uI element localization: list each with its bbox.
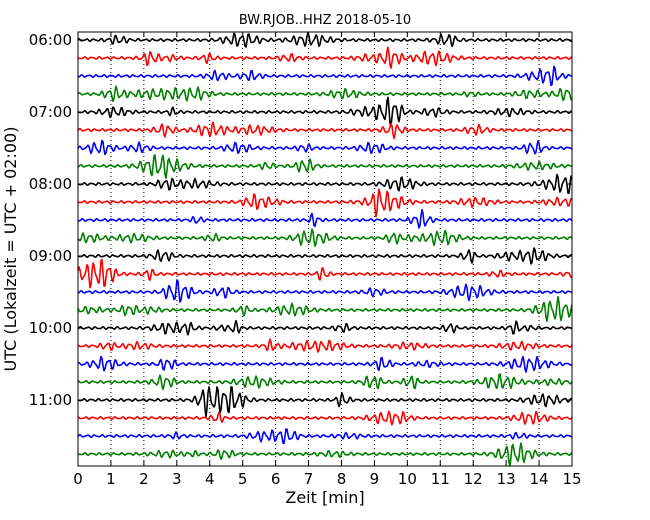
seismogram-trace (77, 442, 573, 467)
x-tick-label: 5 (238, 470, 248, 488)
x-tick-label: 3 (172, 470, 182, 488)
seismogram-trace (77, 85, 573, 103)
y-tick-label: 10:00 (29, 319, 72, 337)
x-tick-label: 14 (530, 470, 549, 488)
x-tick-label: 15 (562, 470, 581, 488)
seismogram-trace (77, 208, 573, 229)
x-axis-label: Zeit [min] (285, 488, 364, 507)
y-axis: 06:00 07:00 08:00 09:00 10:00 11:00 (29, 31, 572, 409)
seismogram-trace (77, 373, 573, 391)
y-tick-label: 07:00 (29, 103, 72, 121)
seismogram-trace (77, 173, 573, 194)
x-tick-label: 0 (73, 470, 83, 488)
x-tick-label: 2 (139, 470, 149, 488)
x-tick-label: 8 (337, 470, 347, 488)
seismogram-trace (77, 247, 573, 265)
seismogram-trace (77, 428, 573, 445)
seismogram-trace (77, 139, 573, 156)
seismogram-trace (77, 319, 573, 336)
x-tick-label: 7 (304, 470, 314, 488)
seismogram-trace (77, 46, 573, 69)
seismogram-trace (77, 279, 573, 303)
seismogram-trace (77, 228, 573, 247)
y-tick-label: 06:00 (29, 31, 72, 49)
x-tick-label: 10 (398, 470, 417, 488)
seismogram-trace (77, 386, 573, 418)
x-tick-label: 4 (205, 470, 215, 488)
y-tick-label: 09:00 (29, 247, 72, 265)
seismogram-trace (77, 31, 573, 48)
x-tick-label: 12 (464, 470, 483, 488)
y-tick-label: 08:00 (29, 175, 72, 193)
seismogram-traces (77, 31, 573, 467)
seismogram-trace (77, 410, 573, 426)
x-tick-label: 11 (431, 470, 450, 488)
y-tick-label: 11:00 (29, 391, 72, 409)
y-axis-label: UTC (Lokalzeit = UTC + 02:00) (1, 127, 20, 372)
x-tick-label: 6 (271, 470, 281, 488)
grid-lines (110, 32, 540, 466)
seismogram-trace (77, 65, 573, 87)
x-tick-label: 1 (106, 470, 116, 488)
seismogram-trace (77, 121, 573, 140)
seismogram-trace (77, 188, 573, 218)
chart-title: BW.RJOB..HHZ 2018-05-10 (239, 13, 411, 28)
seismogram-trace (77, 338, 573, 353)
x-axis: 0 1 2 3 4 5 6 7 8 9 10 11 12 13 14 15 (73, 32, 582, 488)
seismogram-trace (77, 258, 573, 289)
seismogram-trace (77, 295, 573, 322)
seismogram-trace (77, 96, 573, 127)
seismogram-trace (77, 154, 573, 179)
x-tick-label: 13 (497, 470, 516, 488)
plot-frame (77, 31, 573, 467)
x-tick-label: 9 (370, 470, 380, 488)
seismogram-trace (77, 355, 573, 373)
